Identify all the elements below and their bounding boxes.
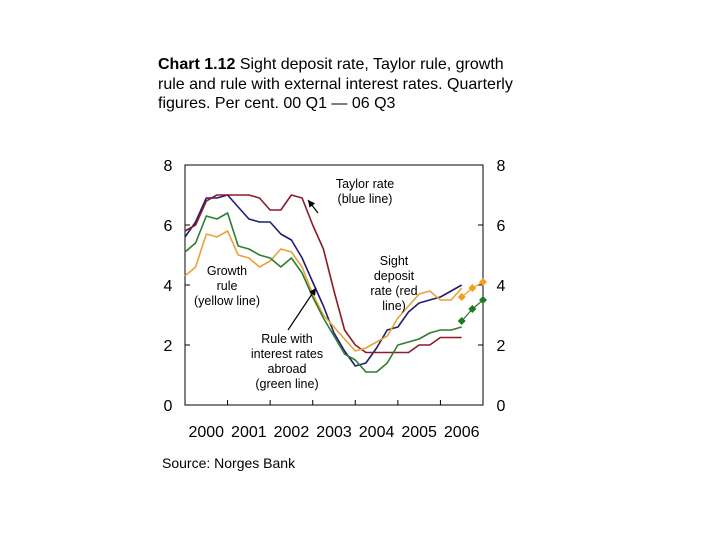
- x-tick-label: 2005: [401, 424, 437, 441]
- series-line-sight: [184, 194, 462, 354]
- series-line-external: [184, 212, 462, 373]
- x-tick-label: 2000: [188, 424, 224, 441]
- annotation-external: (green line): [255, 377, 318, 391]
- annotation-sight: Sight: [380, 254, 409, 268]
- annotation-external: abroad: [268, 362, 307, 376]
- y-tick-label-right: 0: [497, 398, 506, 415]
- annotation-growth: (yellow line): [194, 294, 260, 308]
- annotation-taylor: Taylor rate: [336, 177, 394, 191]
- forecast-markers: [457, 278, 487, 325]
- y-tick-label-right: 6: [497, 218, 506, 235]
- y-axis-right: 8 6 4 2 0: [478, 158, 506, 415]
- annotation-growth: rule: [217, 279, 238, 293]
- y-tick-label-left: 8: [164, 158, 173, 175]
- source-note: Source: Norges Bank: [162, 455, 296, 471]
- annotations: Taylor rate(blue line) Growthrule(yellow …: [194, 177, 418, 391]
- y-tick-label-left: 4: [164, 278, 173, 295]
- forecast-point-forecast_growth: [457, 293, 466, 301]
- annotation-growth: Growth: [207, 264, 247, 278]
- annotation-external: Rule with: [261, 332, 312, 346]
- forecast-point-forecast_external: [479, 296, 487, 304]
- y-axis-left: 8 6 4 2 0: [164, 158, 190, 415]
- forecast-point-forecast_growth: [468, 284, 477, 292]
- annotation-arrow-external: [287, 287, 317, 331]
- x-tick-label: 2001: [231, 424, 267, 441]
- annotation-external: interest rates: [251, 347, 323, 361]
- annotation-arrowhead-external: [309, 288, 316, 296]
- x-axis: 2000 2001 2002 2003 2004 2005 2006: [184, 400, 484, 441]
- forecast-point-forecast_external: [457, 317, 466, 325]
- y-tick-label-left: 0: [164, 398, 173, 415]
- annotation-taylor: (blue line): [338, 192, 393, 206]
- chart-number: Chart 1.12: [158, 56, 236, 73]
- series-line-growth: [184, 230, 463, 352]
- y-tick-label-left: 2: [164, 338, 173, 355]
- x-tick-label: 2004: [359, 424, 395, 441]
- annotation-sight: deposit: [374, 269, 415, 283]
- forecast-point-forecast_growth: [479, 278, 487, 286]
- chart-title-text: Sight deposit rate, Taylor rule, growth …: [158, 56, 513, 112]
- x-tick-label: 2003: [316, 424, 352, 441]
- y-tick-label-right: 2: [497, 338, 506, 355]
- y-tick-label-left: 6: [164, 218, 173, 235]
- x-tick-label: 2006: [444, 424, 480, 441]
- annotation-arrowhead-taylor: [308, 200, 316, 208]
- x-tick-label: 2002: [274, 424, 310, 441]
- y-tick-label-right: 4: [497, 278, 506, 295]
- series-line-taylor: [184, 194, 463, 367]
- y-tick-label-right: 8: [497, 158, 506, 175]
- annotation-sight: rate (red: [370, 284, 417, 298]
- annotation-sight: line): [382, 299, 406, 313]
- chart-title: Chart 1.12 Sight deposit rate, Taylor ru…: [158, 55, 518, 114]
- forecast-point-forecast_external: [468, 305, 477, 313]
